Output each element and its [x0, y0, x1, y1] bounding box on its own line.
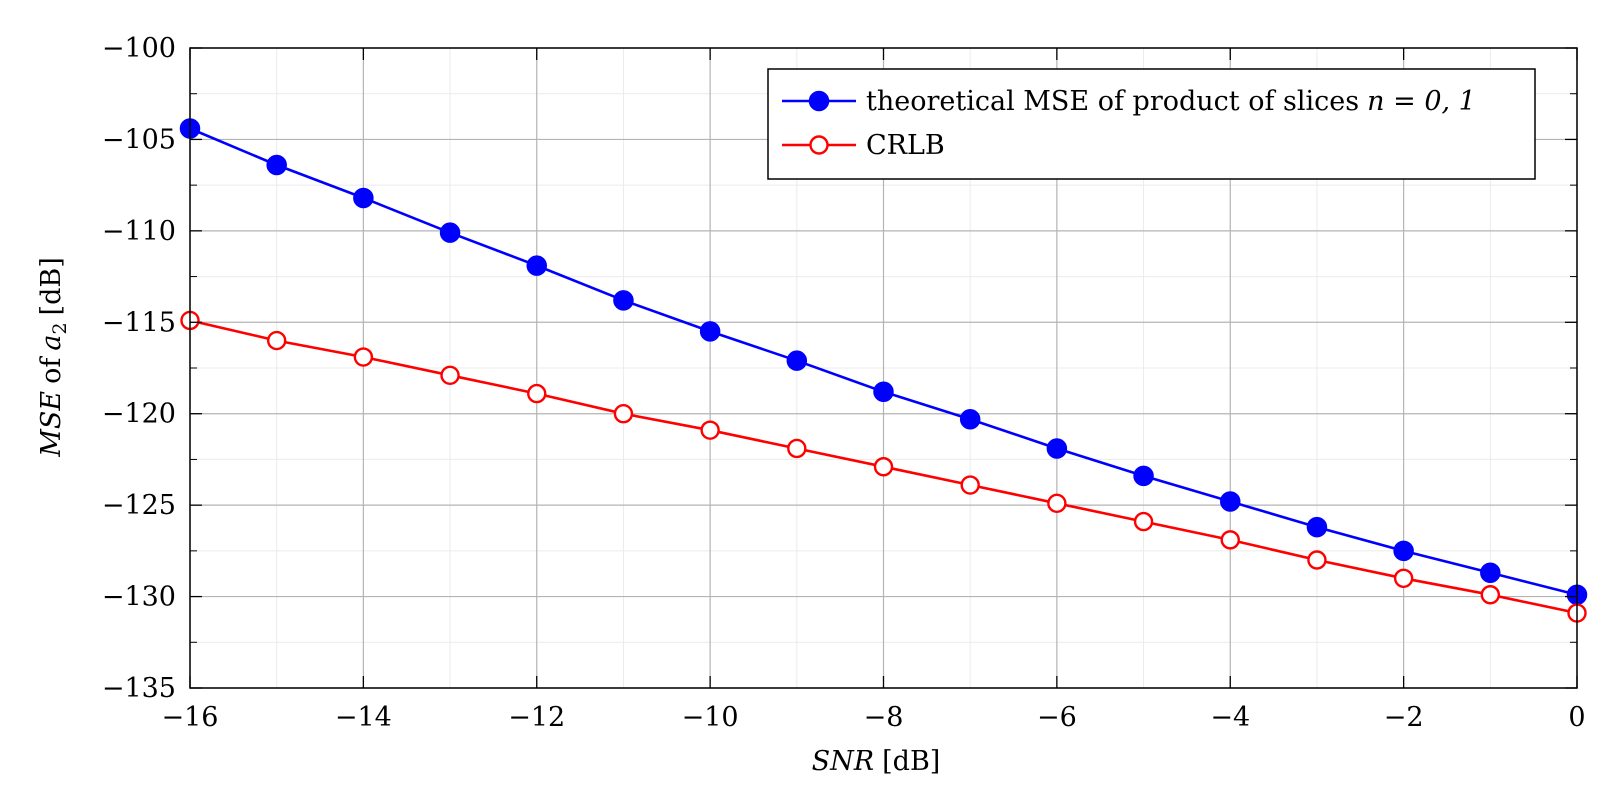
- x-tick-label: −6: [1037, 702, 1077, 733]
- legend-label-crlb: CRLB: [866, 130, 945, 161]
- series-1-point: [1220, 530, 1240, 550]
- series-1-point: [1480, 585, 1501, 605]
- x-tick-label: −14: [335, 702, 392, 733]
- y-tick-label: −110: [102, 216, 176, 247]
- y-tick-label: −135: [102, 673, 176, 704]
- series-0-point: [1046, 438, 1068, 459]
- series-1-point: [960, 475, 980, 495]
- y-axis-variable: MSE: [36, 391, 67, 458]
- legend-label-theoretical-text: theoretical MSE of product of slices: [866, 86, 1359, 117]
- series-1-point: [787, 438, 807, 459]
- y-tick-label: −100: [102, 33, 176, 64]
- x-axis-variable: SNR: [812, 746, 874, 777]
- x-tick-label: −12: [508, 702, 565, 733]
- series-0-point: [1393, 540, 1414, 562]
- y-tick-label: −105: [102, 124, 176, 155]
- series-1-point: [266, 330, 287, 351]
- series-0-point: [699, 321, 721, 342]
- legend-label-theoretical: theoretical MSE of product of slices n = …: [866, 86, 1476, 117]
- x-axis-label: SNR [dB]: [812, 746, 941, 777]
- series-0-point: [873, 381, 894, 403]
- legend-label-theoretical-math: n = 0, 1: [1367, 86, 1476, 117]
- series-0-point: [353, 187, 374, 209]
- y-tick-label: −130: [102, 582, 176, 613]
- y-tick-label: −125: [102, 490, 176, 521]
- series-0-point: [266, 154, 287, 176]
- x-axis-unit: [dB]: [882, 746, 940, 777]
- x-tick-label: −8: [864, 702, 904, 733]
- series-1-point: [1393, 568, 1414, 588]
- series-0-point: [786, 350, 808, 371]
- series-0-point: [1306, 516, 1328, 538]
- y-tick-label: −115: [102, 307, 176, 338]
- series-1-point: [353, 347, 374, 367]
- series-1-point: [700, 420, 720, 440]
- series-0-point: [1480, 562, 1501, 584]
- legend: theoretical MSE of product of slices n = …: [767, 68, 1536, 180]
- series-1-point: [1307, 550, 1327, 570]
- legend-box: [767, 68, 1536, 180]
- series-0-point: [1133, 465, 1154, 487]
- series-1-point: [613, 404, 634, 424]
- y-axis-symbol: a: [36, 335, 67, 351]
- series-0-point: [613, 290, 634, 311]
- series-1-point: [873, 457, 894, 477]
- legend-marker-crlb: [809, 135, 829, 155]
- legend-marker-theoretical: [808, 90, 830, 112]
- plot-series: [179, 118, 1588, 623]
- series-0-point: [526, 255, 547, 276]
- series-0-point: [1220, 491, 1241, 512]
- series-1-point: [1133, 511, 1154, 532]
- x-tick-label: −4: [1210, 702, 1250, 733]
- y-tick-label: −120: [102, 399, 176, 430]
- x-tick-label: 0: [1568, 702, 1585, 733]
- axis-ticks: −16 −14 −12 −10 −8 −6 −4 −2 0 −100 −105 −110 −115 −12…: [102, 33, 1586, 733]
- y-axis-of: of: [36, 356, 67, 384]
- x-tick-label: −16: [162, 702, 219, 733]
- y-axis-unit: [dB]: [36, 257, 67, 315]
- series-1-point: [1047, 493, 1067, 514]
- legend-entry-theoretical: theoretical MSE of product of slices n = …: [782, 86, 1476, 117]
- x-tick-label: −2: [1384, 702, 1424, 733]
- series-1-point: [440, 365, 460, 386]
- legend-entry-crlb: CRLB: [782, 130, 945, 161]
- y-axis-label: MSE of a2 [dB]: [36, 257, 71, 458]
- series-0-point: [959, 408, 981, 430]
- series-0-point: [439, 222, 461, 243]
- x-tick-label: −10: [682, 702, 739, 733]
- series-1-point: [527, 383, 547, 404]
- y-axis-subscript: 2: [49, 322, 71, 334]
